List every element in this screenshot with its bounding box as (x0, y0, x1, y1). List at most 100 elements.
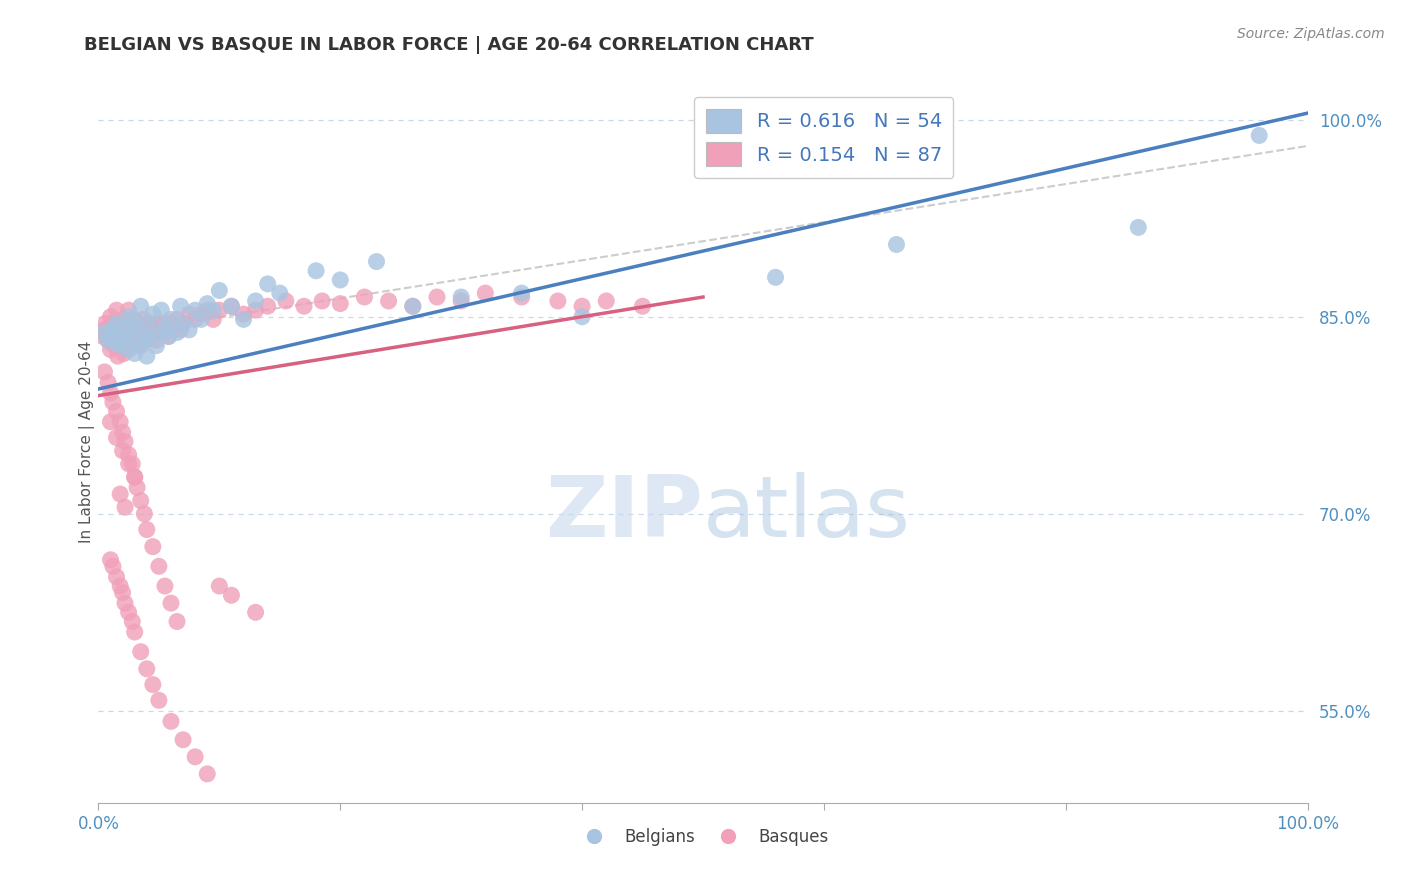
Point (105, 570, 128, 584)
Point (145, 338, 167, 352)
Point (450, 293, 472, 308)
Point (765, 270, 787, 285)
Point (124, 625, 146, 640)
Point (129, 493, 152, 508)
Point (112, 346, 135, 360)
Point (127, 326, 149, 340)
Point (157, 329, 180, 343)
Point (169, 323, 191, 337)
Point (142, 307, 165, 321)
Point (232, 312, 254, 326)
Point (94, 316, 117, 330)
Point (402, 299, 425, 313)
Y-axis label: In Labor Force | Age 20-64: In Labor Force | Age 20-64 (79, 341, 96, 542)
Point (148, 559, 170, 574)
Point (221, 299, 243, 313)
Point (134, 507, 156, 521)
Point (134, 334, 156, 348)
Point (169, 299, 191, 313)
Point (124, 470, 146, 484)
Point (195, 296, 218, 310)
Point (121, 323, 143, 337)
Point (274, 293, 297, 308)
Point (172, 316, 194, 330)
Point (103, 338, 125, 352)
Point (105, 431, 128, 445)
Point (245, 303, 267, 318)
Point (108, 579, 131, 593)
Text: Source: ZipAtlas.com: Source: ZipAtlas.com (1237, 27, 1385, 41)
Point (256, 277, 278, 291)
Point (208, 579, 231, 593)
Point (121, 312, 143, 326)
Point (135, 662, 157, 676)
Point (114, 323, 136, 337)
Point (105, 404, 128, 418)
Point (190, 312, 212, 326)
Point (118, 448, 141, 462)
Point (97, 334, 120, 348)
Point (139, 329, 162, 343)
Point (105, 336, 128, 351)
Point (166, 312, 188, 326)
Point (510, 290, 533, 304)
Point (91, 329, 114, 343)
Point (184, 303, 207, 318)
Point (100, 329, 122, 343)
Point (160, 714, 183, 729)
Text: BELGIAN VS BASQUE IN LABOR FORCE | AGE 20-64 CORRELATION CHART: BELGIAN VS BASQUE IN LABOR FORCE | AGE 2… (84, 36, 814, 54)
Point (172, 732, 194, 747)
Point (366, 254, 388, 268)
Point (292, 299, 315, 313)
Point (172, 316, 194, 330)
Point (179, 323, 201, 337)
Point (100, 343, 122, 357)
Point (111, 332, 134, 346)
Point (105, 334, 128, 348)
Point (127, 323, 149, 337)
Point (129, 323, 152, 337)
Point (111, 443, 134, 458)
Point (100, 553, 122, 567)
Point (100, 386, 122, 401)
Point (118, 457, 141, 471)
Point (108, 415, 131, 429)
Point (143, 326, 166, 340)
Point (111, 585, 134, 599)
Point (114, 434, 136, 449)
Point (135, 323, 157, 337)
Point (100, 310, 122, 324)
Point (138, 316, 160, 330)
Point (121, 329, 143, 343)
Point (208, 303, 231, 318)
Point (129, 338, 152, 352)
Text: atlas: atlas (703, 472, 911, 556)
Point (1249, 128, 1271, 143)
Point (129, 299, 152, 313)
Point (179, 307, 201, 321)
Point (114, 500, 136, 515)
Point (118, 343, 141, 357)
Point (138, 329, 160, 343)
Point (101, 326, 124, 340)
Point (152, 326, 174, 340)
Point (377, 293, 399, 308)
Point (208, 284, 231, 298)
Legend: Belgians, Basques: Belgians, Basques (571, 821, 835, 852)
Text: ZIP: ZIP (546, 472, 703, 556)
Point (547, 293, 569, 308)
Point (104, 316, 127, 330)
Point (111, 425, 134, 440)
Point (886, 237, 908, 252)
Point (118, 329, 141, 343)
Point (329, 296, 352, 310)
Point (105, 316, 128, 330)
Point (101, 559, 124, 574)
Point (153, 320, 176, 334)
Point (157, 329, 180, 343)
Point (114, 326, 136, 341)
Point (117, 320, 139, 334)
Point (124, 346, 146, 360)
Point (195, 303, 218, 318)
Point (160, 596, 183, 610)
